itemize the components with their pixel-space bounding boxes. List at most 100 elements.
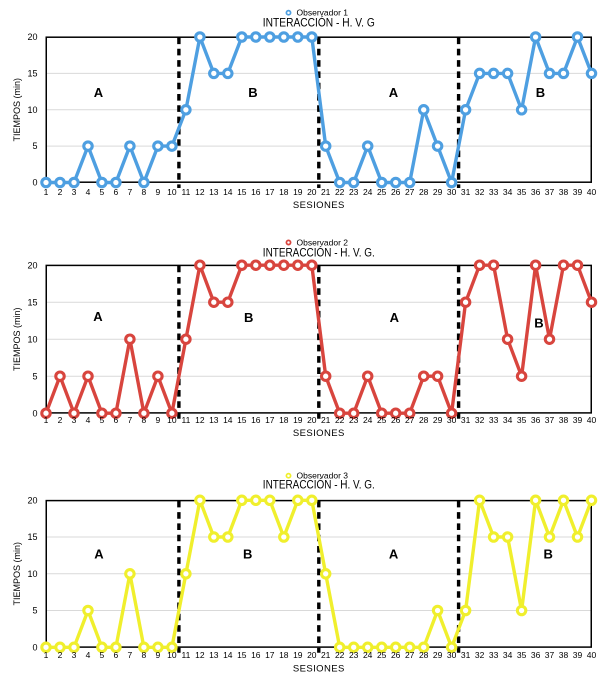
svg-text:25: 25	[377, 187, 387, 197]
svg-text:39: 39	[573, 650, 583, 660]
svg-text:34: 34	[503, 650, 513, 660]
svg-text:26: 26	[391, 187, 401, 197]
svg-text:13: 13	[209, 415, 219, 425]
svg-text:5: 5	[100, 187, 105, 197]
svg-text:5: 5	[32, 141, 37, 151]
svg-text:14: 14	[223, 650, 233, 660]
svg-text:18: 18	[279, 415, 289, 425]
svg-text:24: 24	[363, 187, 373, 197]
svg-text:27: 27	[405, 415, 415, 425]
svg-text:5: 5	[32, 606, 37, 616]
svg-text:22: 22	[335, 187, 345, 197]
svg-text:17: 17	[265, 187, 275, 197]
svg-text:6: 6	[114, 650, 119, 660]
svg-text:28: 28	[419, 187, 429, 197]
svg-text:16: 16	[251, 415, 261, 425]
svg-text:TIEMPOS (min): TIEMPOS (min)	[12, 307, 22, 371]
svg-text:31: 31	[461, 415, 471, 425]
svg-text:8: 8	[142, 650, 147, 660]
svg-text:B: B	[534, 315, 543, 330]
svg-text:7: 7	[128, 415, 133, 425]
svg-text:20: 20	[307, 415, 317, 425]
svg-text:10: 10	[167, 415, 177, 425]
svg-text:0: 0	[32, 178, 37, 188]
svg-text:20: 20	[307, 187, 317, 197]
svg-text:0: 0	[32, 642, 37, 652]
svg-text:5: 5	[32, 371, 37, 381]
svg-text:35: 35	[517, 650, 527, 660]
svg-text:15: 15	[237, 187, 247, 197]
svg-text:11: 11	[181, 415, 190, 425]
svg-text:39: 39	[573, 415, 583, 425]
svg-text:31: 31	[461, 650, 471, 660]
svg-text:1: 1	[44, 415, 49, 425]
svg-text:6: 6	[114, 415, 119, 425]
svg-text:37: 37	[545, 415, 555, 425]
svg-text:10: 10	[27, 334, 37, 344]
svg-text:29: 29	[433, 650, 443, 660]
svg-text:3: 3	[72, 187, 77, 197]
svg-text:28: 28	[419, 415, 429, 425]
svg-text:15: 15	[237, 650, 247, 660]
svg-text:20: 20	[307, 650, 317, 660]
svg-text:3: 3	[72, 415, 77, 425]
svg-text:2: 2	[58, 415, 63, 425]
svg-text:A: A	[93, 309, 103, 324]
svg-text:25: 25	[377, 650, 387, 660]
svg-text:33: 33	[489, 415, 499, 425]
svg-text:INTERACCIÓN - H. V. G.: INTERACCIÓN - H. V. G.	[263, 479, 375, 492]
svg-text:1: 1	[44, 650, 49, 660]
svg-text:8: 8	[142, 187, 147, 197]
svg-text:26: 26	[391, 415, 401, 425]
svg-text:24: 24	[363, 650, 373, 660]
svg-text:22: 22	[335, 415, 345, 425]
svg-text:15: 15	[27, 69, 37, 79]
svg-text:15: 15	[237, 415, 247, 425]
svg-text:14: 14	[223, 415, 233, 425]
svg-text:19: 19	[293, 415, 303, 425]
svg-text:19: 19	[293, 650, 303, 660]
svg-text:Observador 3: Observador 3	[297, 471, 349, 481]
svg-text:31: 31	[461, 187, 471, 197]
svg-text:32: 32	[475, 187, 485, 197]
svg-text:20: 20	[27, 260, 37, 270]
svg-text:30: 30	[447, 650, 457, 660]
svg-text:38: 38	[559, 415, 569, 425]
svg-text:28: 28	[419, 650, 429, 660]
svg-text:26: 26	[391, 650, 401, 660]
svg-text:11: 11	[181, 650, 190, 660]
svg-text:B: B	[248, 85, 257, 100]
svg-text:12: 12	[195, 650, 205, 660]
svg-text:B: B	[243, 546, 252, 561]
svg-text:21: 21	[321, 650, 331, 660]
svg-text:TIEMPOS (min): TIEMPOS (min)	[12, 78, 22, 142]
svg-text:35: 35	[517, 415, 527, 425]
svg-text:37: 37	[545, 650, 555, 660]
svg-text:7: 7	[128, 187, 133, 197]
svg-text:TIEMPOS (min): TIEMPOS (min)	[12, 542, 22, 606]
svg-text:B: B	[244, 310, 253, 325]
svg-text:A: A	[94, 85, 104, 100]
svg-text:5: 5	[100, 650, 105, 660]
svg-text:38: 38	[559, 187, 569, 197]
svg-text:18: 18	[279, 650, 289, 660]
svg-text:11: 11	[181, 187, 190, 197]
svg-text:40: 40	[587, 415, 597, 425]
svg-text:10: 10	[167, 187, 177, 197]
svg-text:23: 23	[349, 415, 359, 425]
svg-text:INTERACCIÓN - H. V. G.: INTERACCIÓN - H. V. G.	[263, 247, 375, 260]
svg-text:A: A	[389, 546, 399, 561]
svg-text:23: 23	[349, 650, 359, 660]
svg-text:4: 4	[86, 415, 91, 425]
svg-text:32: 32	[475, 650, 485, 660]
svg-text:A: A	[389, 85, 399, 100]
svg-text:27: 27	[405, 187, 415, 197]
svg-text:2: 2	[58, 650, 63, 660]
svg-text:25: 25	[377, 415, 387, 425]
svg-text:40: 40	[587, 187, 597, 197]
svg-text:34: 34	[503, 187, 513, 197]
svg-text:8: 8	[142, 415, 147, 425]
svg-text:A: A	[390, 310, 400, 325]
svg-text:A: A	[94, 546, 104, 561]
svg-text:20: 20	[27, 495, 37, 505]
